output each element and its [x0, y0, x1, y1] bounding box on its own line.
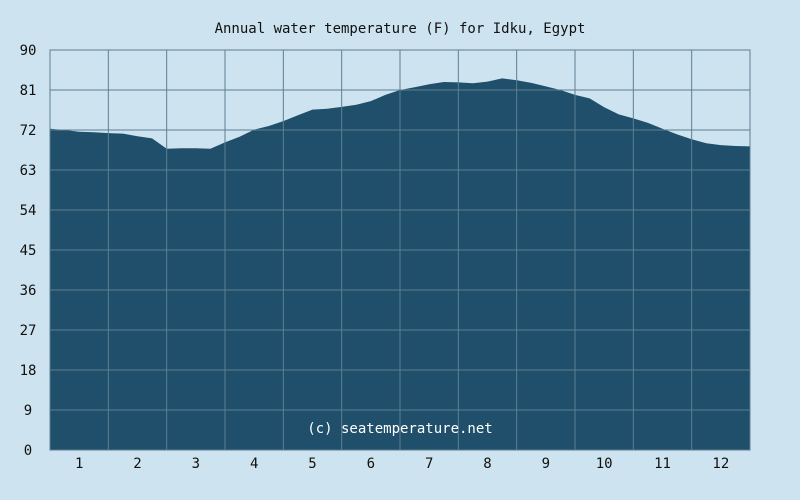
y-axis-ticks: 0 9 18 27 36 45 54 63 72 81 90 — [20, 43, 37, 459]
y-tick-label: 72 — [20, 123, 37, 139]
x-axis-ticks: 1 2 3 4 5 6 7 8 9 10 11 12 — [75, 456, 729, 472]
y-tick-label: 81 — [20, 83, 37, 99]
x-tick-label: 7 — [425, 456, 433, 472]
y-tick-label: 18 — [20, 363, 37, 379]
y-tick-label: 45 — [20, 243, 37, 259]
x-tick-label: 9 — [542, 456, 550, 472]
x-tick-label: 12 — [712, 456, 729, 472]
x-tick-label: 2 — [133, 456, 141, 472]
x-tick-label: 3 — [192, 456, 200, 472]
plot-border — [49, 49, 751, 451]
x-tick-label: 8 — [483, 456, 491, 472]
y-tick-label: 90 — [20, 43, 37, 59]
y-tick-label: 9 — [24, 403, 32, 419]
x-tick-label: 6 — [367, 456, 375, 472]
y-tick-label: 27 — [20, 323, 37, 339]
x-tick-label: 10 — [596, 456, 613, 472]
y-tick-label: 54 — [20, 203, 37, 219]
y-tick-label: 0 — [24, 443, 32, 459]
x-tick-label: 5 — [308, 456, 316, 472]
grid-layer — [49, 49, 751, 451]
y-tick-label: 36 — [20, 283, 37, 299]
chart-title: Annual water temperature (F) for Idku, E… — [215, 21, 586, 37]
x-tick-label: 1 — [75, 456, 83, 472]
y-tick-label: 63 — [20, 163, 37, 179]
x-tick-label: 11 — [654, 456, 671, 472]
credit-text: (c) seatemperature.net — [307, 421, 492, 437]
x-tick-label: 4 — [250, 456, 258, 472]
